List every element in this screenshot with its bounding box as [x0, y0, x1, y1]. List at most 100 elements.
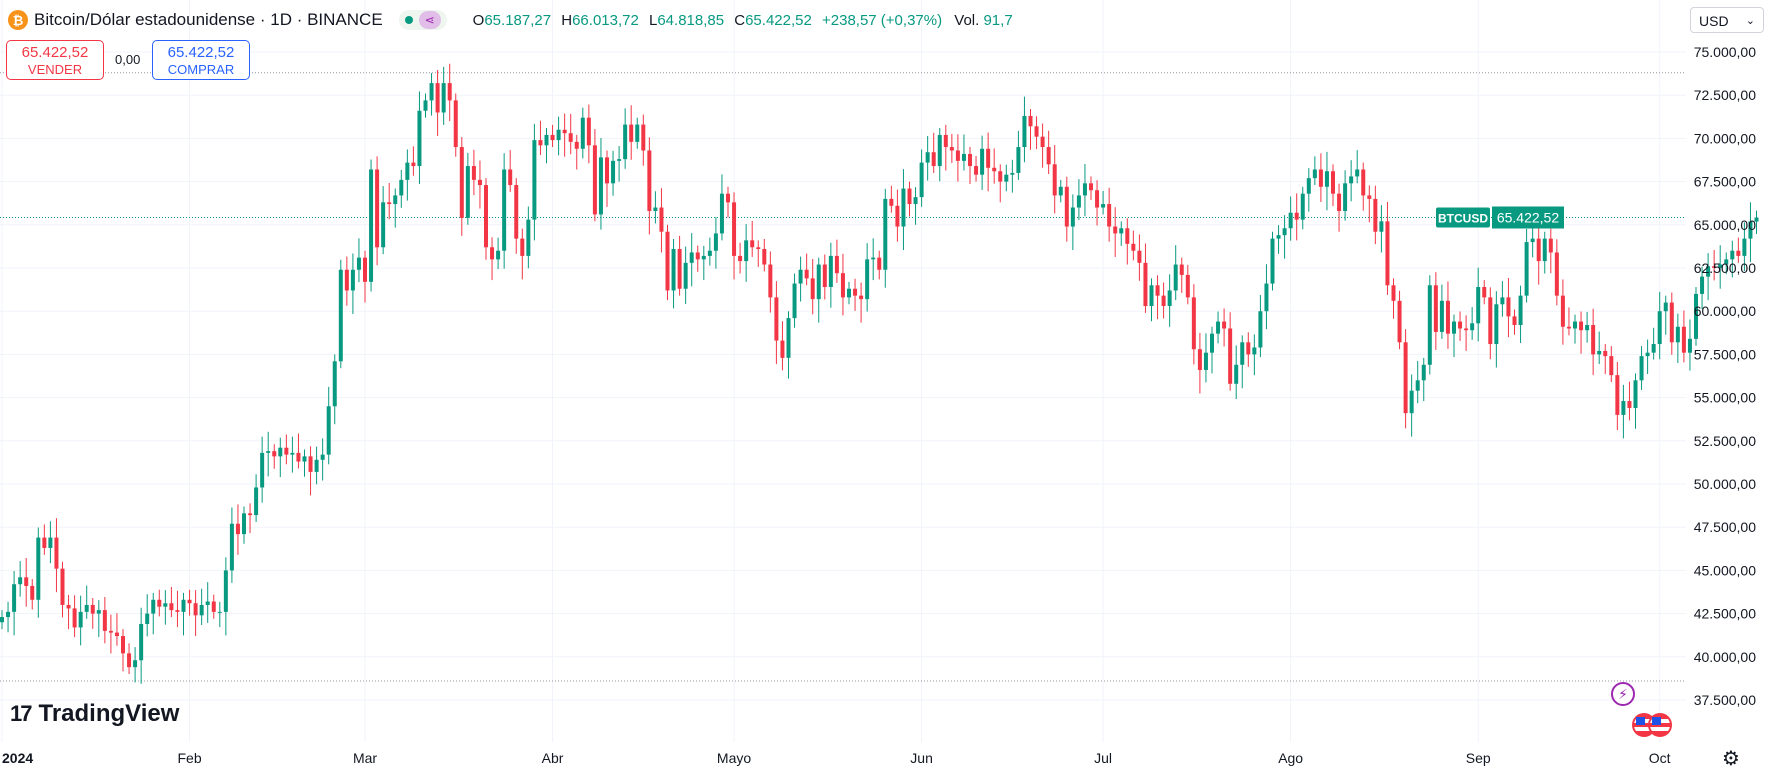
candle[interactable]: [792, 273, 797, 328]
lightning-icon[interactable]: ⚡: [1611, 682, 1635, 706]
candle[interactable]: [114, 613, 119, 646]
candle[interactable]: [1197, 332, 1202, 394]
candle[interactable]: [1379, 205, 1384, 253]
candle[interactable]: [1089, 176, 1093, 200]
candle[interactable]: [804, 253, 809, 286]
candle[interactable]: [36, 527, 41, 618]
candle[interactable]: [1216, 311, 1221, 344]
candle[interactable]: [1361, 162, 1366, 211]
candle[interactable]: [937, 128, 942, 182]
candle[interactable]: [1343, 170, 1348, 221]
candle[interactable]: [1082, 163, 1087, 217]
candle[interactable]: [1675, 313, 1680, 364]
candle[interactable]: [865, 243, 870, 312]
candle[interactable]: [931, 132, 936, 173]
candle[interactable]: [96, 600, 101, 638]
candle[interactable]: [211, 594, 216, 619]
candle[interactable]: [145, 594, 150, 637]
candle[interactable]: [308, 446, 313, 496]
candle[interactable]: [266, 431, 271, 477]
candle[interactable]: [471, 149, 476, 196]
candle[interactable]: [1131, 230, 1136, 261]
candle[interactable]: [629, 105, 634, 160]
candle[interactable]: [66, 594, 71, 630]
candle[interactable]: [1409, 374, 1414, 437]
candle[interactable]: [260, 436, 265, 503]
candle[interactable]: [1609, 346, 1614, 383]
candle[interactable]: [1464, 315, 1469, 351]
candle[interactable]: [1397, 290, 1402, 350]
candle[interactable]: [1331, 164, 1335, 207]
candle[interactable]: [726, 186, 730, 218]
candle[interactable]: [1627, 381, 1632, 421]
candle[interactable]: [998, 164, 1003, 203]
candle[interactable]: [187, 589, 192, 616]
candle[interactable]: [538, 120, 543, 155]
candle[interactable]: [840, 253, 845, 316]
candle[interactable]: [1470, 307, 1475, 340]
candle[interactable]: [1494, 291, 1499, 368]
candle[interactable]: [1306, 168, 1311, 212]
candle[interactable]: [1512, 309, 1517, 335]
candle[interactable]: [919, 149, 924, 207]
candle[interactable]: [1706, 253, 1711, 301]
candle[interactable]: [1113, 207, 1118, 257]
candle[interactable]: [1324, 151, 1329, 211]
candle[interactable]: [1615, 362, 1620, 431]
candle[interactable]: [1155, 275, 1160, 320]
candle[interactable]: [986, 132, 991, 192]
candle[interactable]: [435, 69, 440, 136]
candle[interactable]: [1270, 231, 1275, 291]
candle[interactable]: [477, 160, 482, 209]
candle[interactable]: [248, 503, 253, 534]
candle[interactable]: [1482, 280, 1487, 305]
candle[interactable]: [707, 237, 712, 266]
candle[interactable]: [369, 159, 374, 292]
candle[interactable]: [1210, 326, 1214, 374]
candle[interactable]: [871, 238, 876, 281]
candle[interactable]: [949, 133, 954, 163]
candle[interactable]: [399, 169, 404, 208]
candle[interactable]: [1585, 311, 1590, 343]
candle[interactable]: [242, 506, 246, 544]
candle[interactable]: [913, 187, 918, 225]
candle[interactable]: [1240, 335, 1245, 389]
candle[interactable]: [1228, 312, 1233, 391]
candle[interactable]: [1264, 264, 1269, 330]
candle[interactable]: [828, 242, 833, 308]
candle[interactable]: [647, 137, 652, 235]
candle[interactable]: [992, 148, 997, 184]
candle[interactable]: [1276, 225, 1281, 254]
candle[interactable]: [901, 169, 906, 251]
candle[interactable]: [1748, 202, 1753, 263]
candle[interactable]: [580, 107, 585, 159]
candle[interactable]: [1742, 222, 1747, 272]
candle[interactable]: [484, 178, 488, 260]
candle[interactable]: [847, 281, 851, 305]
candle[interactable]: [1476, 267, 1481, 342]
candle[interactable]: [834, 239, 839, 283]
candle[interactable]: [1258, 294, 1263, 358]
candle[interactable]: [1542, 231, 1547, 274]
candle[interactable]: [1125, 218, 1130, 265]
candle[interactable]: [217, 601, 222, 628]
candle[interactable]: [199, 588, 204, 626]
candle[interactable]: [163, 590, 168, 625]
candle[interactable]: [290, 436, 295, 473]
candle[interactable]: [623, 108, 628, 169]
candle[interactable]: [1137, 234, 1142, 281]
candle[interactable]: [1506, 278, 1511, 338]
candle[interactable]: [1282, 215, 1287, 259]
candle[interactable]: [574, 134, 579, 170]
candle[interactable]: [1119, 221, 1124, 246]
candle[interactable]: [1064, 176, 1069, 242]
candle[interactable]: [695, 245, 700, 272]
candle[interactable]: [417, 91, 422, 185]
candle[interactable]: [968, 147, 972, 185]
candle[interactable]: [338, 259, 343, 369]
candle[interactable]: [108, 614, 113, 654]
candle[interactable]: [405, 149, 410, 201]
candle[interactable]: [1367, 185, 1372, 223]
candle[interactable]: [1034, 116, 1039, 150]
candle[interactable]: [943, 124, 948, 171]
